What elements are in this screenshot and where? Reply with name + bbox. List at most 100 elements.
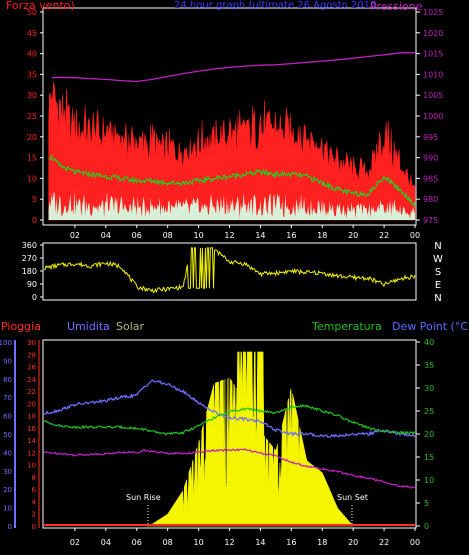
top-time-label: 10	[193, 231, 203, 240]
chart-title: 24 hour graph (ultimate 26 Agosto 2016	[174, 0, 376, 11]
bottom-time-label: 00	[410, 538, 420, 547]
temperature-tick-label: 25	[424, 407, 434, 416]
temperature-tick-label: 30	[424, 384, 434, 393]
solar-axis-title: Solar	[116, 320, 145, 333]
temperature-tick-label: 0	[424, 522, 429, 531]
wind-tick-label: 20	[27, 133, 37, 142]
rain-tick-label: 18	[27, 413, 36, 421]
pressure-tick-label: 985	[423, 174, 438, 183]
pressure-line	[51, 52, 415, 83]
top-time-label: 08	[163, 231, 173, 240]
humidity-tick-label: 10	[3, 505, 12, 513]
temperature-tick-label: 5	[424, 499, 429, 508]
temperature-tick-label: 40	[424, 338, 434, 347]
direction-tick-label: 0	[32, 293, 37, 302]
compass-label: S	[435, 267, 441, 278]
rain-tick-label: 8	[32, 474, 36, 482]
top-time-label: 00	[410, 231, 420, 240]
temperature-tick-label: 35	[424, 361, 434, 370]
wind-tick-label: 0	[32, 216, 37, 225]
temperature-tick-label: 20	[424, 430, 434, 439]
rain-tick-label: 0	[32, 523, 36, 531]
top-time-label: 14	[255, 231, 265, 240]
direction-tick-label: 360	[22, 241, 37, 250]
pressure-tick-label: 1015	[423, 50, 443, 59]
humidity-axis-title: Umidita	[67, 320, 110, 333]
bottom-time-label: 06	[132, 538, 142, 547]
rain-axis-title: Pioggia	[1, 320, 41, 333]
dewpoint-line	[43, 448, 416, 490]
wind-gust-area	[48, 81, 416, 221]
temp-humidity-panel: Pioggia Umidita Solar Temperatura Dew Po…	[0, 320, 469, 547]
wind-tick-label: 50	[27, 8, 37, 17]
top-time-label: 18	[317, 231, 327, 240]
rain-tick-label: 10	[27, 462, 36, 470]
direction-tick-label: 90	[27, 280, 37, 289]
humidity-tick-label: 50	[3, 431, 12, 439]
rain-tick-label: 14	[27, 437, 36, 445]
humidity-tick-label: 20	[3, 486, 12, 494]
bottom-time-label: 14	[255, 538, 265, 547]
rain-tick-label: 24	[27, 376, 36, 384]
compass-label: N	[434, 241, 441, 252]
temperature-tick-label: 15	[424, 453, 434, 462]
pressure-tick-label: 1020	[423, 29, 443, 38]
wind-direction-line	[43, 247, 416, 294]
humidity-tick-label: 0	[8, 523, 12, 531]
bottom-time-label: 10	[193, 538, 203, 547]
pressure-tick-label: 1005	[423, 91, 443, 100]
wind-tick-label: 5	[32, 195, 37, 204]
wind-pressure-panel: Forza vento) 24 hour graph (ultimate 26 …	[6, 0, 443, 240]
temperature-line	[43, 403, 416, 436]
rain-tick-label: 30	[27, 339, 36, 347]
compass-label: W	[433, 254, 443, 265]
pressure-tick-label: 1010	[423, 70, 443, 79]
bottom-time-label: 02	[70, 538, 80, 547]
bottom-time-label: 20	[348, 538, 358, 547]
humidity-tick-label: 40	[3, 449, 12, 457]
rain-tick-label: 26	[27, 364, 36, 372]
solar-radiation-area	[145, 351, 354, 527]
humidity-tick-label: 90	[3, 357, 12, 365]
rain-tick-label: 4	[32, 498, 37, 506]
bottom-time-ticks: 02 04 06 08 10 12 14 16 18 20 22 00	[70, 528, 420, 547]
bottom-time-label: 22	[379, 538, 389, 547]
pressure-axis-title: Pressione	[370, 0, 423, 13]
wind-min-area	[48, 190, 415, 220]
sunrise-label: Sun Rise	[126, 493, 161, 502]
humidity-tick-label: 100	[0, 339, 12, 347]
top-time-label: 04	[101, 231, 111, 240]
top-time-label: 20	[348, 231, 358, 240]
bottom-time-label: 12	[224, 538, 234, 547]
top-time-ticks: 02 04 06 08 10 12 14 16 18 20 22 00	[70, 225, 420, 240]
pressure-tick-label: 990	[423, 154, 438, 163]
humidity-tick-label: 30	[3, 468, 12, 476]
pressure-ticks: 1025 1020 1015 1010 1005 1000 995 990 985 980 975	[416, 8, 443, 225]
wind-tick-label: 40	[27, 50, 37, 59]
bottom-time-label: 04	[101, 538, 111, 547]
rain-tick-label: 22	[27, 388, 36, 396]
wind-tick-label: 45	[27, 29, 37, 38]
wind-tick-label: 30	[27, 91, 37, 100]
top-time-label: 16	[286, 231, 296, 240]
wind-tick-label: 25	[27, 112, 37, 121]
bottom-time-label: 08	[163, 538, 173, 547]
top-time-label: 06	[132, 231, 142, 240]
direction-tick-label: 270	[22, 254, 37, 263]
wind-tick-label: 15	[27, 154, 37, 163]
rain-tick-label: 20	[27, 400, 36, 408]
humidity-tick-label: 60	[3, 413, 12, 421]
temperature-tick-label: 10	[424, 476, 434, 485]
rain-tick-label: 16	[27, 425, 36, 433]
wind-average-line	[48, 153, 416, 208]
wind-tick-label: 10	[27, 174, 37, 183]
wind-tick-label: 35	[27, 70, 37, 79]
rain-tick-label: 12	[27, 449, 36, 457]
humidity-line	[43, 379, 416, 438]
